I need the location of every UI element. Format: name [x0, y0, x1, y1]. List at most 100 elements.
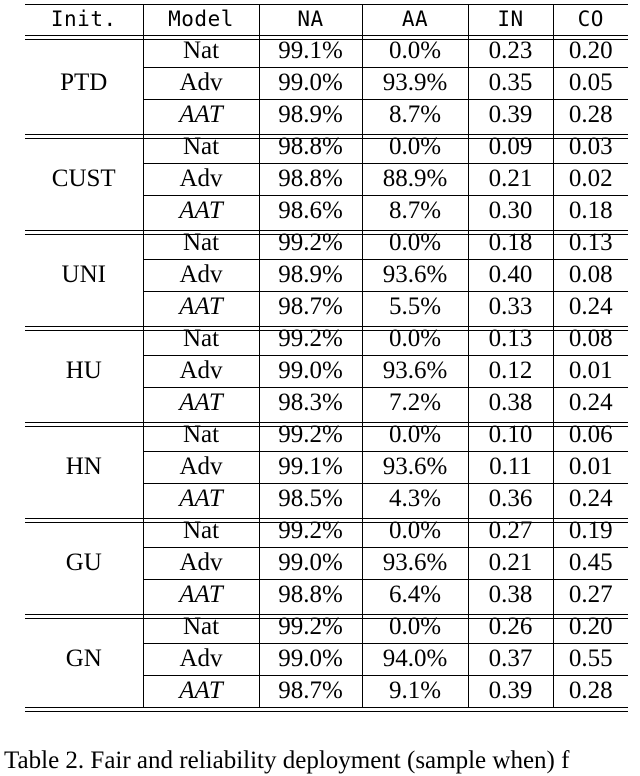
init-cell: HN: [25, 419, 143, 515]
table-row: AAT 98.8% 6.4% 0.38 0.27: [25, 579, 628, 611]
aa-cell: 4.3%: [361, 483, 468, 515]
model-cell: Adv: [142, 451, 259, 483]
table-header-row: Init. Model NA AA IN CO: [25, 4, 628, 35]
column-header-aa: AA: [361, 4, 468, 35]
horizontal-rule: [25, 422, 628, 427]
na-cell: 99.1%: [258, 35, 362, 67]
table-row: AAT 98.7% 5.5% 0.33 0.24: [25, 291, 628, 323]
in-cell: 0.21: [467, 163, 553, 195]
horizontal-rule: [25, 326, 628, 331]
na-cell: 99.0%: [258, 67, 362, 99]
model-cell: Nat: [142, 323, 259, 355]
na-cell: 98.3%: [258, 387, 362, 419]
horizontal-rule: [143, 643, 628, 644]
table-row: AAT 98.6% 8.7% 0.30 0.18: [25, 195, 628, 227]
co-cell: 0.19: [552, 515, 628, 547]
model-cell: Adv: [142, 547, 259, 579]
in-cell: 0.39: [467, 675, 553, 707]
table-row: Adv 98.9% 93.6% 0.40 0.08: [25, 259, 628, 291]
vertical-rule: [362, 4, 363, 707]
in-cell: 0.39: [467, 99, 553, 131]
in-cell: 0.13: [467, 323, 553, 355]
co-cell: 0.28: [552, 675, 628, 707]
table-row: Adv 99.1% 93.6% 0.11 0.01: [25, 451, 628, 483]
table-body: PTD Nat 99.1% 0.0% 0.23 0.20 Adv 99.0% 93.9% 0.35…: [25, 35, 628, 707]
in-cell: 0.36: [467, 483, 553, 515]
model-cell: Adv: [142, 259, 259, 291]
figure-caption: Table 2. Fair and reliability deployment…: [4, 747, 570, 774]
table-row: HN Nat 99.2% 0.0% 0.10 0.06: [25, 419, 628, 515]
horizontal-rule: [25, 518, 628, 523]
in-cell: 0.23: [467, 35, 553, 67]
na-cell: 98.5%: [258, 483, 362, 515]
co-cell: 0.08: [552, 259, 628, 291]
co-cell: 0.03: [552, 131, 628, 163]
horizontal-rule: [143, 387, 628, 388]
aa-cell: 94.0%: [361, 643, 468, 675]
na-cell: 99.2%: [258, 323, 362, 355]
table-row: HU Nat 99.2% 0.0% 0.13 0.08: [25, 323, 628, 419]
in-cell: 0.37: [467, 643, 553, 675]
co-cell: 0.24: [552, 291, 628, 323]
init-cell: HU: [25, 323, 143, 419]
model-cell: Adv: [142, 163, 259, 195]
co-cell: 0.20: [552, 611, 628, 643]
horizontal-rule: [143, 451, 628, 452]
model-cell: Adv: [142, 643, 259, 675]
na-cell: 99.2%: [258, 227, 362, 259]
na-cell: 99.0%: [258, 355, 362, 387]
model-cell: AAT: [142, 195, 259, 227]
vertical-rule: [468, 4, 469, 707]
in-cell: 0.27: [467, 515, 553, 547]
aa-cell: 7.2%: [361, 387, 468, 419]
vertical-rule: [259, 4, 260, 707]
na-cell: 98.7%: [258, 675, 362, 707]
table-row: UNI Nat 99.2% 0.0% 0.18 0.13: [25, 227, 628, 323]
model-cell: Nat: [142, 419, 259, 451]
co-cell: 0.18: [552, 195, 628, 227]
na-cell: 99.0%: [258, 547, 362, 579]
horizontal-rule: [143, 67, 628, 68]
column-header-na: NA: [258, 4, 362, 35]
aa-cell: 93.9%: [361, 67, 468, 99]
na-cell: 98.7%: [258, 291, 362, 323]
na-cell: 99.2%: [258, 611, 362, 643]
na-cell: 99.1%: [258, 451, 362, 483]
aa-cell: 5.5%: [361, 291, 468, 323]
results-table-container: Init. Model NA AA IN CO PTD Nat 99.1% 0.0% 0…: [25, 4, 628, 712]
aa-cell: 9.1%: [361, 675, 468, 707]
init-cell: UNI: [25, 227, 143, 323]
in-cell: 0.30: [467, 195, 553, 227]
vertical-rule: [553, 4, 554, 707]
na-cell: 98.9%: [258, 99, 362, 131]
horizontal-rule: [25, 614, 628, 619]
model-cell: AAT: [142, 291, 259, 323]
table-row: Adv 99.0% 93.6% 0.21 0.45: [25, 547, 628, 579]
table-row: AAT 98.9% 8.7% 0.39 0.28: [25, 99, 628, 131]
horizontal-rule: [143, 259, 628, 260]
table-row: GN Nat 99.2% 0.0% 0.26 0.20: [25, 611, 628, 707]
in-cell: 0.38: [467, 579, 553, 611]
init-cell: GN: [25, 611, 143, 707]
in-cell: 0.33: [467, 291, 553, 323]
in-cell: 0.11: [467, 451, 553, 483]
aa-cell: 0.0%: [361, 419, 468, 451]
na-cell: 98.8%: [258, 163, 362, 195]
table-row: PTD Nat 99.1% 0.0% 0.23 0.20: [25, 35, 628, 131]
in-cell: 0.35: [467, 67, 553, 99]
horizontal-rule: [143, 291, 628, 292]
column-header-co: CO: [552, 4, 628, 35]
na-cell: 99.2%: [258, 515, 362, 547]
aa-cell: 93.6%: [361, 259, 468, 291]
na-cell: 98.8%: [258, 131, 362, 163]
co-cell: 0.20: [552, 35, 628, 67]
aa-cell: 0.0%: [361, 515, 468, 547]
column-header-model: Model: [142, 4, 259, 35]
table-row: Adv 99.0% 94.0% 0.37 0.55: [25, 643, 628, 675]
aa-cell: 6.4%: [361, 579, 468, 611]
co-cell: 0.06: [552, 419, 628, 451]
na-cell: 98.6%: [258, 195, 362, 227]
aa-cell: 0.0%: [361, 611, 468, 643]
table-row: CUST Nat 98.8% 0.0% 0.09 0.03: [25, 131, 628, 227]
